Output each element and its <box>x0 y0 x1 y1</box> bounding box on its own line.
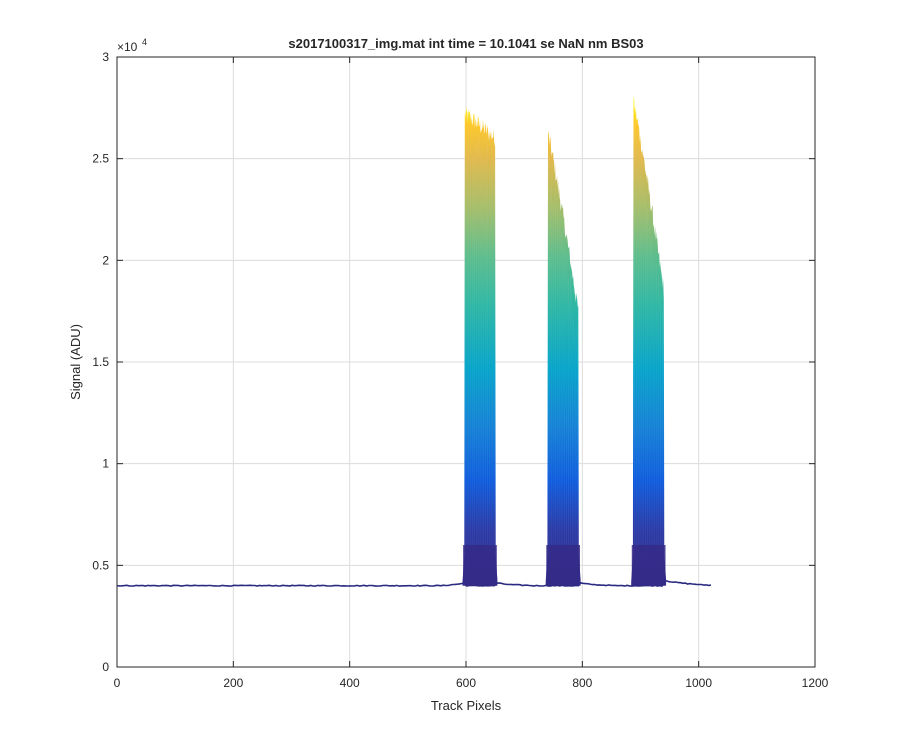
x-tick-label: 0 <box>114 676 121 690</box>
x-tick-label: 400 <box>340 676 360 690</box>
x-tick-label: 1200 <box>802 676 829 690</box>
peak-base-3 <box>631 545 666 586</box>
y-exponent-power: 4 <box>142 37 147 47</box>
y-tick-label: 0 <box>102 660 109 674</box>
peak-base-2 <box>546 545 581 586</box>
x-tick-label: 200 <box>223 676 243 690</box>
data-layer <box>117 95 712 588</box>
baseline-trace <box>117 579 712 588</box>
x-tick-label: 600 <box>456 676 476 690</box>
x-axis-label: Track Pixels <box>431 698 502 713</box>
y-tick-label: 2.5 <box>92 152 109 166</box>
y-axis-label: Signal (ADU) <box>68 324 83 400</box>
peak-area-2 <box>545 130 581 586</box>
y-tick-label: 1.5 <box>92 355 109 369</box>
tick-marks <box>116 56 816 668</box>
y-tick-label: 1 <box>102 457 109 471</box>
peak-area-3 <box>631 95 667 586</box>
y-tick-label: 2 <box>102 253 109 267</box>
x-tick-label: 1000 <box>685 676 712 690</box>
peak-base-1 <box>463 545 497 586</box>
chart-title: s2017100317_img.mat int time = 10.1041 s… <box>288 36 643 51</box>
y-tick-label: 0.5 <box>92 558 109 572</box>
tick-labels: 0 200 400 600 800 1000 1200 0 0.5 1 1.5 2 2.5 3 <box>92 50 828 690</box>
peak-area-1 <box>462 105 498 586</box>
y-tick-label: 3 <box>102 50 109 64</box>
y-exponent-base: ×10 <box>117 40 138 54</box>
x-tick-label: 800 <box>572 676 592 690</box>
